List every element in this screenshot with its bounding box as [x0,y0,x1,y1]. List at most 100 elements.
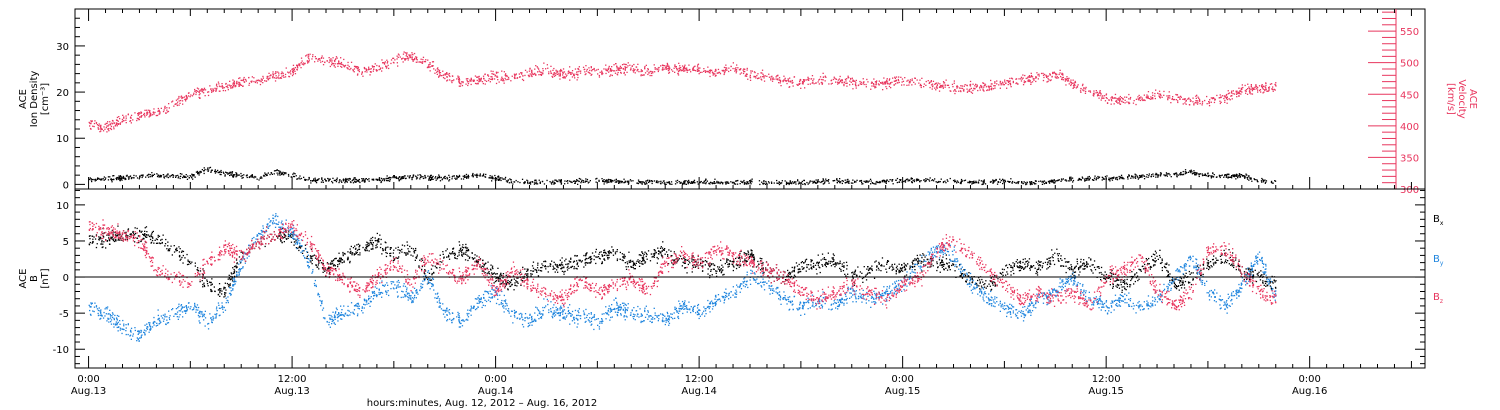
data-point [654,68,656,70]
data-point [464,259,467,261]
data-point [1108,177,1110,179]
data-point [469,79,471,81]
data-point [1260,91,1262,93]
data-point [735,180,737,182]
data-point [298,64,300,66]
data-point [182,175,185,177]
data-point [1078,274,1080,276]
data-point [380,181,383,183]
data-point [1089,265,1091,267]
data-point [327,177,329,180]
data-point [825,76,827,78]
data-point [800,182,803,184]
data-point [120,175,122,178]
data-point [754,71,756,74]
data-point [414,57,416,60]
data-point [98,177,100,180]
data-point [467,84,469,87]
data-point [1122,98,1124,100]
data-point [158,235,161,237]
data-point [369,68,371,70]
data-point [1006,80,1008,82]
data-point [382,178,384,180]
data-point [1199,102,1201,105]
data-point [464,175,466,177]
data-point [1163,94,1165,96]
data-point [1250,177,1252,179]
data-point [1235,178,1237,180]
data-point [222,86,224,88]
data-point [404,58,406,60]
data-point [329,59,331,61]
data-point [114,234,117,236]
data-point [1048,260,1050,262]
data-point [852,271,854,273]
data-point [846,85,848,87]
data-point [733,181,735,184]
data-point [948,86,950,89]
data-point [199,171,201,173]
data-point [930,80,932,82]
data-point [535,65,537,67]
data-point [726,67,728,69]
data-point [603,68,605,70]
data-point [747,78,749,80]
data-point [744,183,746,185]
data-point [1023,181,1025,183]
data-point [916,179,918,181]
data-point [630,180,632,182]
data-point [515,74,517,76]
data-point [436,263,438,265]
data-point [311,263,313,265]
data-point [639,181,641,183]
data-point [381,70,383,72]
data-point [911,177,913,180]
data-point [632,68,635,70]
data-point [291,74,294,77]
data-point [354,181,356,183]
data-point [942,81,945,83]
data-point [406,53,408,55]
data-point [211,91,213,93]
data-point [98,123,100,125]
data-point [714,70,716,73]
data-point [234,84,237,87]
data-point [780,85,782,87]
data-point [90,120,92,122]
data-point [937,181,939,183]
data-point [495,82,498,85]
data-point [299,178,301,180]
data-point [694,182,696,184]
data-point [224,175,226,177]
data-point [990,83,992,85]
data-point [173,105,175,107]
data-point [898,81,900,84]
data-point [717,181,720,183]
data-point [643,182,646,184]
data-point [1099,92,1101,94]
data-point [572,180,575,182]
data-point [407,248,409,250]
data-point [804,79,806,81]
data-point [886,87,888,90]
data-point [261,79,263,81]
data-point [994,87,996,89]
data-point [521,78,524,81]
data-point [1095,92,1097,94]
data-point [90,128,92,130]
data-point [109,121,111,123]
data-point [349,181,352,183]
data-point [1137,96,1139,98]
data-point [733,183,736,185]
data-point [279,171,281,174]
data-point [439,74,441,76]
data-point [579,70,581,72]
data-point [841,81,843,84]
data-point [459,83,462,85]
data-point [106,125,108,127]
data-point [266,173,268,175]
data-point [284,73,287,76]
data-point [885,80,887,83]
data-point [1104,100,1107,102]
data-point [444,177,446,180]
